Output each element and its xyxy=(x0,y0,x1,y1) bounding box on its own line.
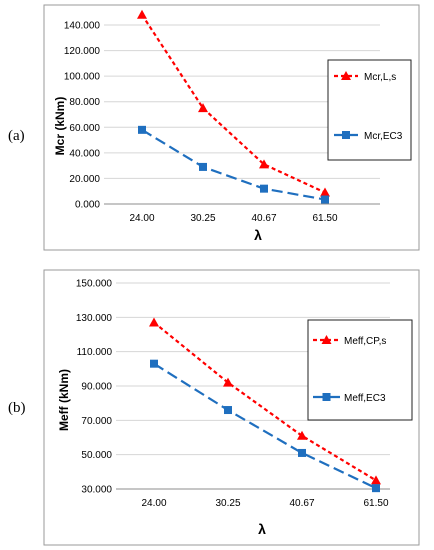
legend-label: Meff,EC3 xyxy=(344,393,386,404)
x-axis: 24.00 30.25 40.67 61.50 xyxy=(129,213,337,224)
y-tick-label: 80.000 xyxy=(69,97,100,108)
legend: Mcr,L,s Mcr,EC3 xyxy=(327,59,412,161)
y-tick-label: 120.000 xyxy=(64,46,101,57)
legend-marker xyxy=(341,71,351,80)
y-axis: 0.000 20.000 40.000 60.000 80.000 100.000 120.… xyxy=(64,21,380,211)
series-line xyxy=(141,128,326,201)
data-point xyxy=(321,195,329,204)
series-line xyxy=(153,362,377,490)
y-axis-title: Mcr (kNm) xyxy=(53,97,67,156)
data-point xyxy=(223,377,233,387)
legend: Meff,CP,s Meff,EC3 xyxy=(307,319,413,421)
data-point xyxy=(372,484,380,493)
x-tick-label: 61.50 xyxy=(363,498,388,509)
data-point xyxy=(138,125,146,134)
data-point xyxy=(137,9,147,19)
y-tick-label: 20.000 xyxy=(69,174,100,185)
series-group xyxy=(137,9,330,204)
legend-marker xyxy=(322,393,331,401)
data-point xyxy=(259,159,269,169)
x-axis-title: λ xyxy=(254,227,262,243)
y-tick-label: 60.000 xyxy=(69,123,100,134)
x-tick-label: 24.00 xyxy=(141,498,166,509)
data-point xyxy=(224,406,232,415)
data-point xyxy=(371,475,381,485)
y-tick-label: 90.000 xyxy=(81,382,112,393)
data-point xyxy=(198,103,208,113)
y-tick-label: 130.000 xyxy=(76,313,113,324)
y-tick-label: 70.000 xyxy=(81,416,112,427)
series-line xyxy=(153,321,377,482)
y-tick-label: 30.000 xyxy=(81,485,112,496)
x-tick-label: 40.67 xyxy=(251,213,276,224)
x-tick-label: 61.50 xyxy=(312,213,337,224)
y-tick-label: 100.000 xyxy=(64,72,101,83)
x-tick-label: 30.25 xyxy=(190,213,215,224)
x-axis-title: λ xyxy=(258,521,266,537)
legend-label: Meff,CP,s xyxy=(344,336,386,347)
chart-panel-b: (b) Meff (kNm) λ 30.000 50.000 70.000 90.00… xyxy=(8,269,420,546)
y-tick-label: 50.000 xyxy=(81,450,112,461)
legend-marker xyxy=(342,131,350,139)
y-axis-title: Meff (kNm) xyxy=(57,369,71,431)
y-tick-label: 110.000 xyxy=(77,347,113,358)
data-point xyxy=(297,430,307,440)
x-tick-label: 40.67 xyxy=(289,498,314,509)
y-tick-label: 0.000 xyxy=(75,200,100,211)
legend-label: Mcr,L,s xyxy=(364,72,396,83)
y-tick-label: 150.000 xyxy=(76,279,113,290)
y-tick-label: 140.000 xyxy=(64,21,101,32)
y-tick-label: 40.000 xyxy=(69,148,100,159)
legend-marker xyxy=(321,335,332,344)
x-tick-label: 30.25 xyxy=(215,498,240,509)
legend-box xyxy=(307,319,413,421)
data-point xyxy=(150,359,158,368)
panel-label: (b) xyxy=(8,400,26,416)
data-point xyxy=(149,317,159,327)
legend-label: Mcr,EC3 xyxy=(364,131,403,142)
data-point xyxy=(260,184,268,193)
x-tick-label: 24.00 xyxy=(129,213,154,224)
panel-label: (a) xyxy=(8,128,25,144)
data-point xyxy=(320,187,330,197)
x-axis: 24.00 30.25 40.67 61.50 xyxy=(141,498,388,509)
chart-panel-a: (a) Mcr (kNm) λ 0.000 20.000 40.000 60.000 8… xyxy=(8,4,420,251)
y-axis: 30.000 50.000 70.000 90.000 110.000 130.000 15… xyxy=(76,279,390,496)
series-group xyxy=(149,317,381,493)
data-point xyxy=(298,448,306,457)
data-point xyxy=(199,162,207,171)
